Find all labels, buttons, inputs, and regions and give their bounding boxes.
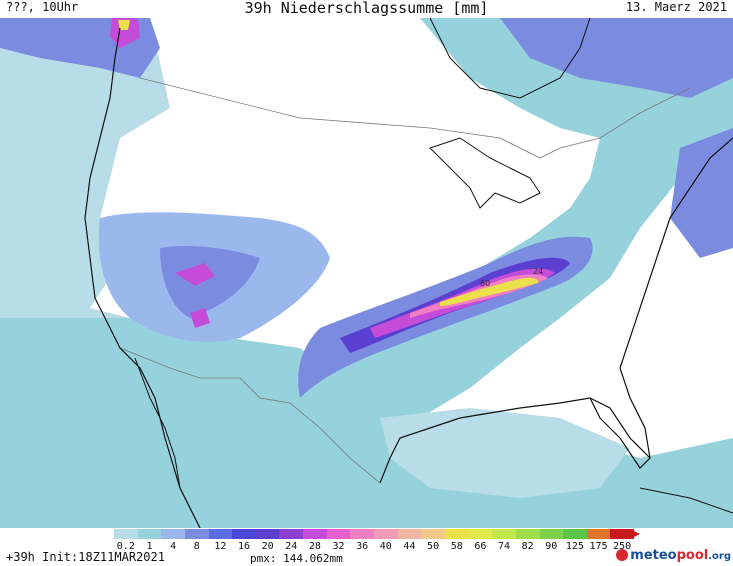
legend-label: 58 [450,541,463,552]
legend-label: 16 [237,541,251,552]
precip-west-purple [160,246,260,318]
forecast-date: 13. Maerz 2021 [625,0,727,14]
legend-label: 12 [214,541,227,552]
us-mexico-border [119,347,381,484]
legend-swatch [563,529,587,539]
precip-northwest-max [118,20,130,30]
precipitation-map: 60 24 [0,18,733,528]
legend-swatch [232,529,256,539]
forecast-time-label: ???, 10Uhr [6,0,79,14]
legend-swatch [397,529,422,539]
legend-swatch [539,529,564,539]
legend-swatch [184,529,209,539]
precip-west-core [175,263,215,286]
legend-swatch [208,529,233,539]
legend-arrow-icon [630,529,640,539]
map-title: 39h Niederschlagssumme [mm] [244,0,489,17]
legend-label: 250 [613,541,632,552]
legend-swatch [421,529,445,539]
legend-label: 36 [356,541,369,552]
legend-label: 4 [170,541,177,552]
legend-swatch [114,529,138,539]
legend-label: 82 [521,541,534,552]
legend-labels: 0.2 1 4 8 12 16 20 24 28 32 36 40 44 50 58 66 74 82 90 125 1… [114,541,634,553]
legend-swatch [350,529,375,539]
max-label-b: 24 [533,267,543,276]
legend-label: 0.2 [116,541,135,552]
legend-label: 175 [589,541,608,552]
legend-label: 8 [193,541,200,552]
precip-max: pmx: 144.062mm [250,552,343,565]
gulf-coastline [379,397,651,484]
legend-label: 74 [497,541,511,552]
east-coastline [619,137,733,369]
brand-text-b: pool [676,548,709,563]
legend-label: 24 [285,541,298,552]
run-info: +39h Init:18Z11MAR2021 [6,550,165,564]
cuba-island [639,487,733,514]
precip-field-gulf [380,408,630,498]
legend-swatch [137,529,162,539]
legend-swatch [515,529,540,539]
legend-label: 40 [379,541,392,552]
legend-label: 28 [308,541,321,552]
brand-text-a: meteo [630,548,677,563]
legend-swatch [326,529,351,539]
max-label-a: 60 [480,279,490,288]
canada-us-border [139,77,691,159]
legend-swatch [279,529,304,539]
legend-swatch [255,529,280,539]
legend-label: 1 [146,541,153,552]
legend-swatch [492,529,516,539]
legend-swatch [610,529,635,539]
great-lakes [429,137,541,209]
legend-swatch [374,529,398,539]
legend-swatch [161,529,185,539]
legend-swatch [444,529,469,539]
precip-northeast-blue [500,18,733,98]
legend-label: 44 [403,541,416,552]
precip-west-core2 [190,308,210,328]
legend-label: 66 [474,541,487,552]
hudson-bay [429,18,591,99]
brand-text-c: .org [708,551,731,562]
precip-band-yellow [440,277,539,306]
legend-label: 90 [545,541,558,552]
legend-label: 50 [427,541,440,552]
legend-label: 32 [332,541,345,552]
legend-label: 125 [565,541,584,552]
logo-dot-icon [616,549,629,561]
map-canvas: 60 24 [0,18,733,528]
florida-coastline [589,367,651,469]
legend-swatch [586,529,611,539]
west-coastline [84,27,201,528]
legend-swatch [468,529,493,539]
legend-label: 20 [261,541,274,552]
precip-east-coast [670,128,733,258]
meteopool-logo: meteopool.org [616,548,731,563]
color-legend: 0.2 1 4 8 12 16 20 24 28 32 36 40 44 50 58 66 74 82 90 125 1… [114,529,640,559]
legend-swatch [303,529,327,539]
legend-colorbar [114,529,635,539]
precip-field-north [150,18,733,468]
baja-coastline [134,357,181,489]
